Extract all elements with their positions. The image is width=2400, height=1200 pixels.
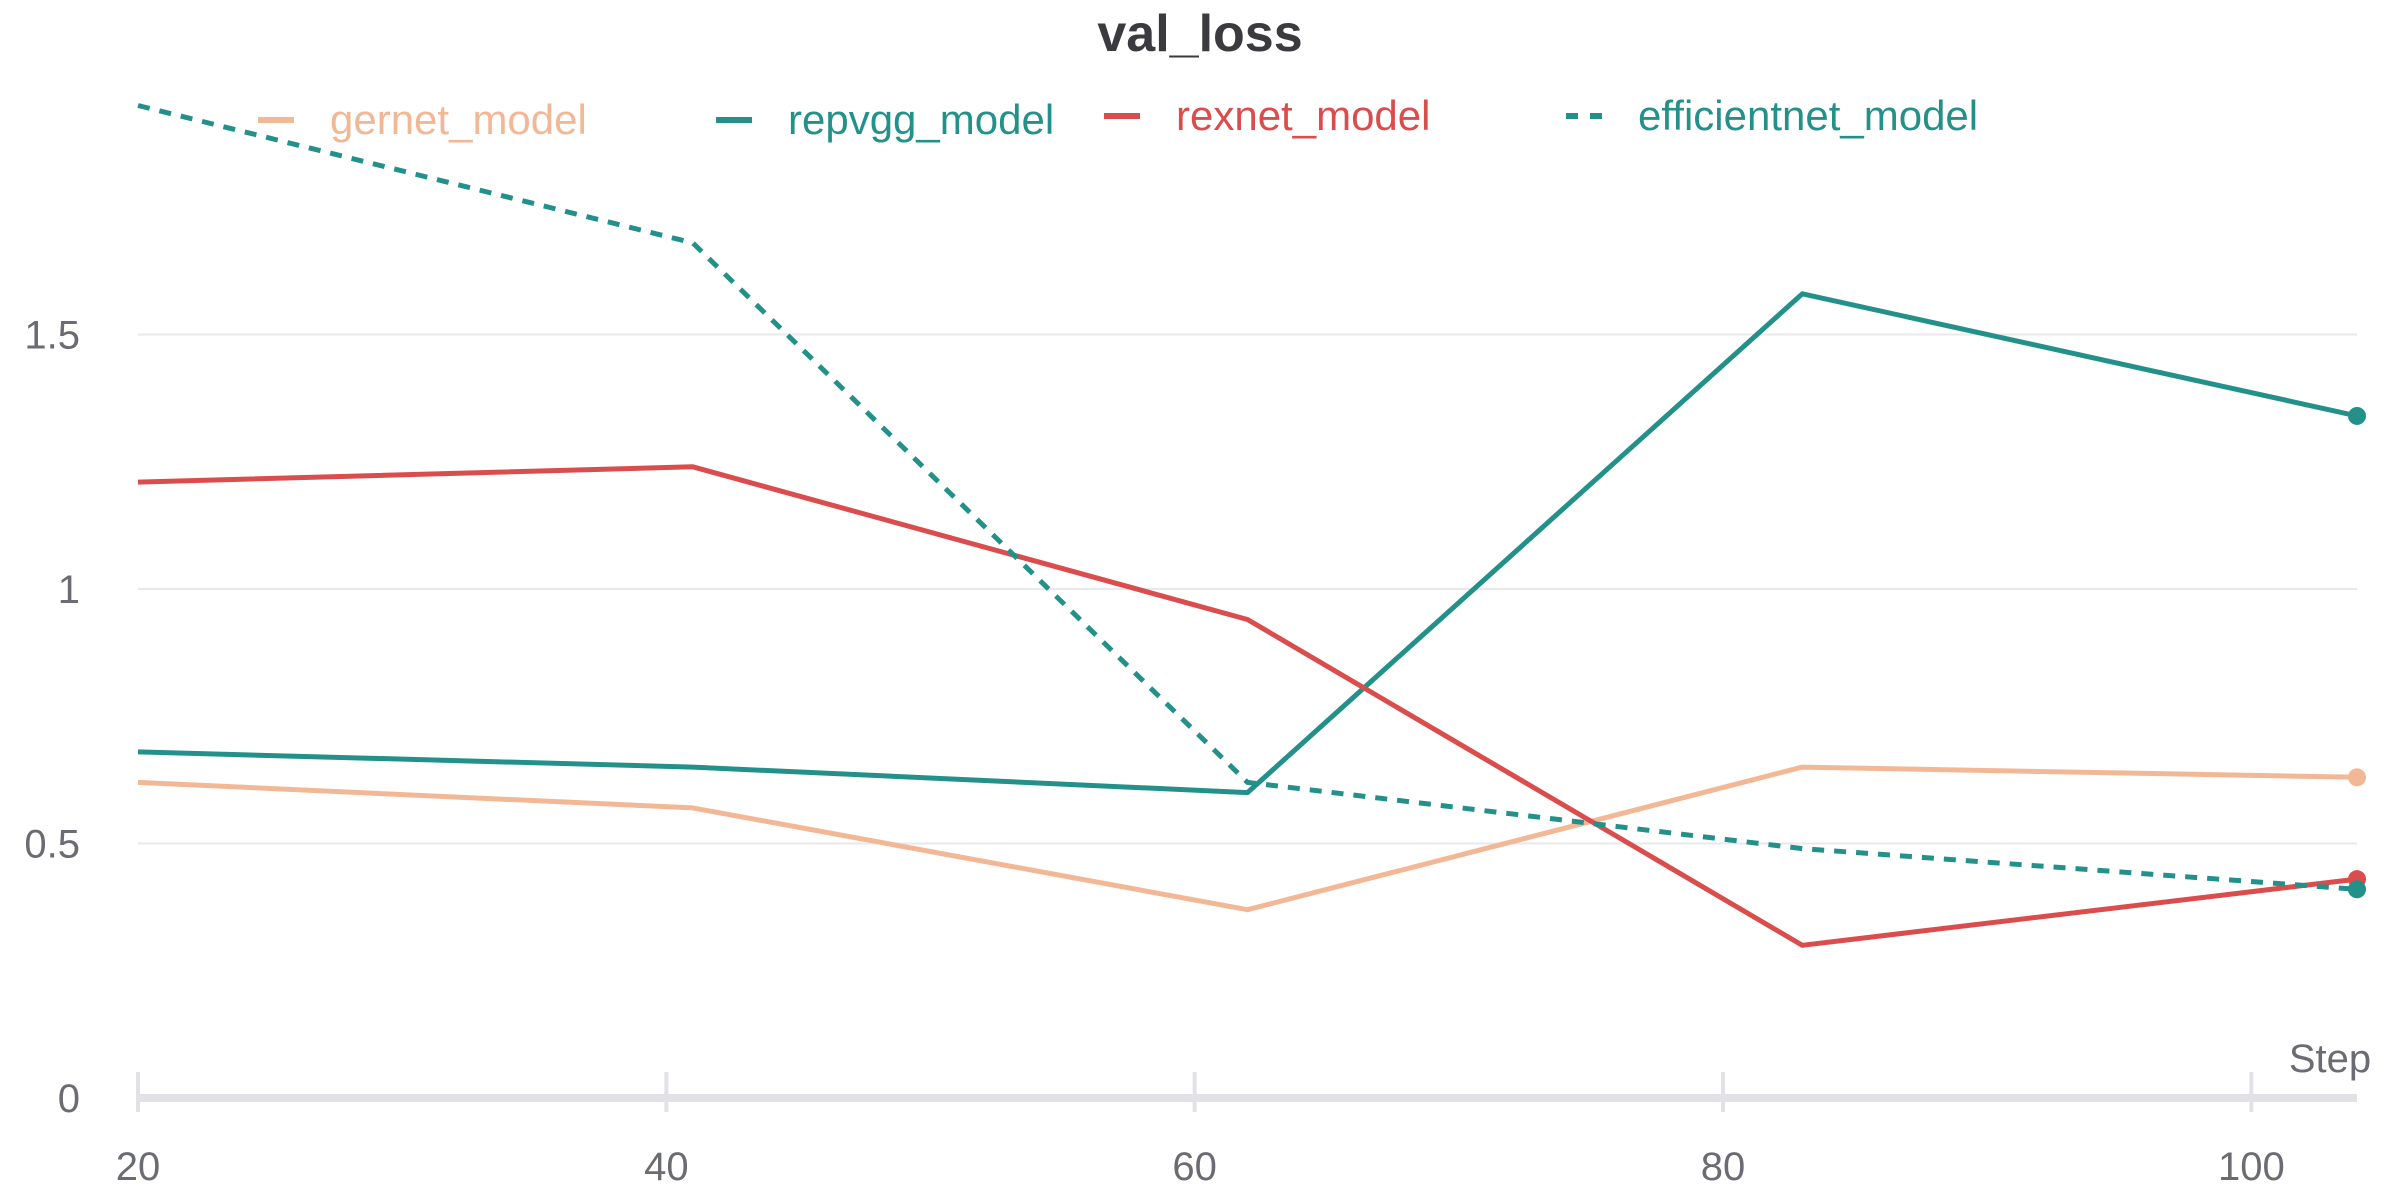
legend-label: repvgg_model <box>788 96 1055 143</box>
series-line-repvgg_model[interactable] <box>137 291 2358 796</box>
chart-title: val_loss <box>1097 5 1303 63</box>
y-tick-label: 0 <box>58 1077 80 1121</box>
y-tick-label: 1 <box>58 568 80 612</box>
y-tick-label: 0.5 <box>24 823 80 867</box>
data-point-efficientnet_model[interactable] <box>134 101 142 109</box>
legend: gernet_model repvgg_model rexnet_model e… <box>0 0 2400 170</box>
x-tick-label: 100 <box>2218 1145 2285 1189</box>
data-point-rexnet_model[interactable] <box>1798 941 1806 949</box>
data-point-efficientnet_model[interactable] <box>1244 778 1252 786</box>
legend-item-repvgg[interactable]: repvgg_model <box>716 96 1054 144</box>
axes <box>136 1072 2357 1112</box>
data-point-gernet_model[interactable] <box>689 804 697 812</box>
data-point-repvgg_model[interactable] <box>1244 789 1252 797</box>
series-line-rexnet_model[interactable] <box>137 464 2358 948</box>
data-point-gernet_model[interactable] <box>1244 906 1252 914</box>
data-point-repvgg_model[interactable] <box>134 748 142 756</box>
legend-label: rexnet_model <box>1176 92 1431 139</box>
legend-item-efficientnet[interactable]: efficientnet_model <box>1566 92 1978 140</box>
data-point-repvgg_model[interactable] <box>689 763 697 771</box>
data-point-repvgg_model[interactable] <box>1798 290 1806 298</box>
legend-swatch <box>1566 113 1602 119</box>
legend-item-gernet[interactable]: gernet_model <box>258 96 587 144</box>
legend-label: gernet_model <box>330 96 587 143</box>
data-point-rexnet_model[interactable] <box>1244 616 1252 624</box>
x-tick-label: 60 <box>1172 1145 1217 1189</box>
x-tick-label: 80 <box>1701 1145 1746 1189</box>
data-point-gernet_model[interactable] <box>134 778 142 786</box>
tick-labels: 0 0.5 1 1.5 20 40 60 80 100 Step <box>24 314 2371 1190</box>
data-point-efficientnet_model[interactable] <box>2348 880 2366 899</box>
data-point-rexnet_model[interactable] <box>134 478 142 486</box>
x-tick-label: 20 <box>116 1145 161 1189</box>
data-point-rexnet_model[interactable] <box>689 463 697 471</box>
series-lines <box>134 101 2366 949</box>
legend-swatch <box>1104 113 1140 119</box>
gridlines <box>138 333 2357 845</box>
series-line-gernet_model[interactable] <box>137 764 2358 913</box>
data-point-gernet_model[interactable] <box>2348 768 2366 787</box>
x-axis-label: Step <box>2289 1037 2371 1081</box>
data-point-gernet_model[interactable] <box>1798 763 1806 771</box>
legend-swatch <box>258 117 294 123</box>
data-point-efficientnet_model[interactable] <box>689 239 697 247</box>
x-tick-label: 40 <box>644 1145 689 1189</box>
data-point-efficientnet_model[interactable] <box>1798 845 1806 853</box>
legend-label: efficientnet_model <box>1638 92 1979 139</box>
legend-item-rexnet[interactable]: rexnet_model <box>1104 92 1430 140</box>
data-point-repvgg_model[interactable] <box>2348 406 2366 425</box>
series-line-efficientnet_model[interactable] <box>137 103 2358 892</box>
legend-swatch <box>716 117 752 123</box>
y-tick-label: 1.5 <box>24 314 80 358</box>
